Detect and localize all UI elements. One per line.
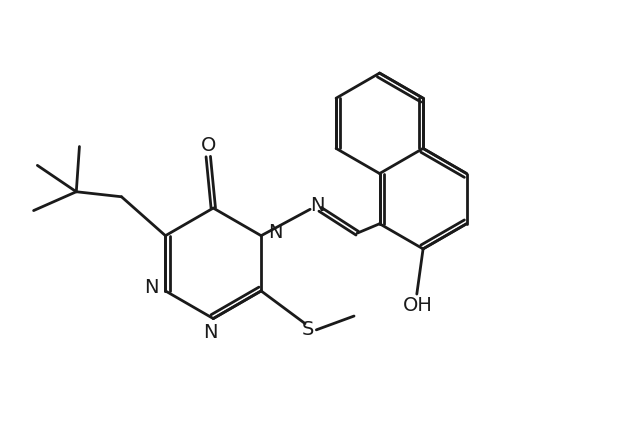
Text: O: O [200, 137, 216, 155]
Text: N: N [204, 323, 218, 342]
Text: N: N [268, 223, 282, 242]
Text: S: S [302, 320, 314, 340]
Text: OH: OH [403, 296, 433, 315]
Text: N: N [310, 196, 325, 215]
Text: N: N [145, 278, 159, 297]
